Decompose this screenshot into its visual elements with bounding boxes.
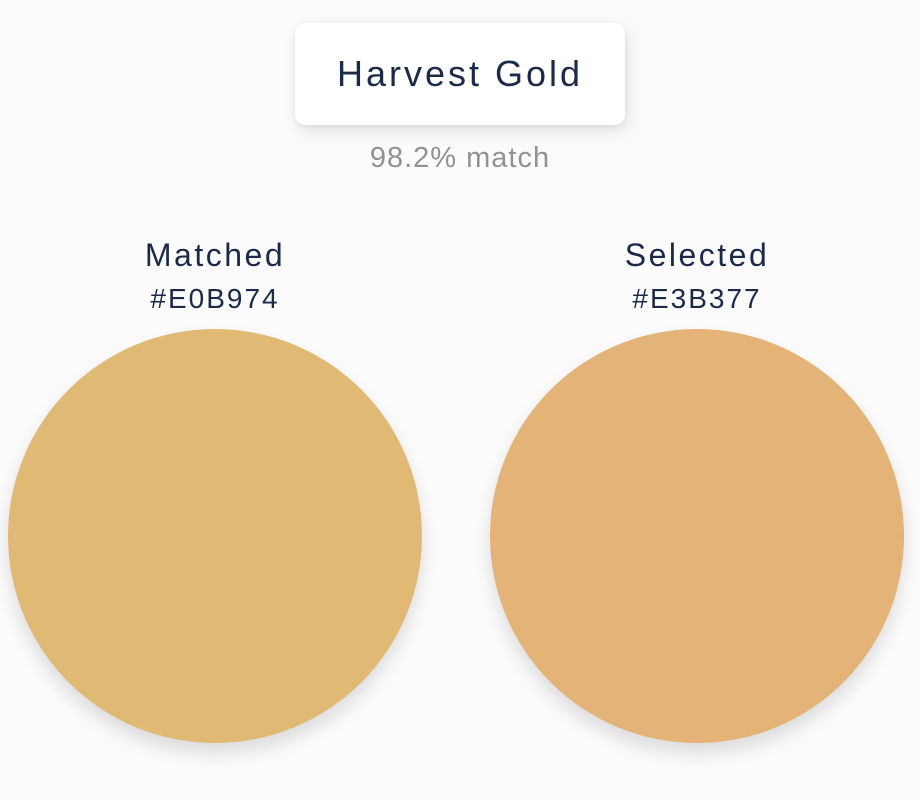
matched-hex-value: #E0B974 xyxy=(150,282,280,314)
color-name-title: Harvest Gold xyxy=(336,53,584,94)
selected-label: Selected xyxy=(624,237,770,273)
selected-color-circle xyxy=(490,328,904,743)
matched-label: Matched xyxy=(144,237,286,273)
selected-hex-value: #E3B377 xyxy=(632,282,762,314)
match-percentage-text: 98.2% match xyxy=(369,142,551,174)
swatch-comparison-row: Matched #E0B974 Selected #E3B377 xyxy=(0,237,920,743)
color-name-card[interactable]: Harvest Gold xyxy=(295,23,625,125)
matched-swatch-column: Matched #E0B974 xyxy=(8,237,422,743)
selected-swatch-column: Selected #E3B377 xyxy=(490,237,904,743)
matched-color-circle xyxy=(8,328,422,743)
